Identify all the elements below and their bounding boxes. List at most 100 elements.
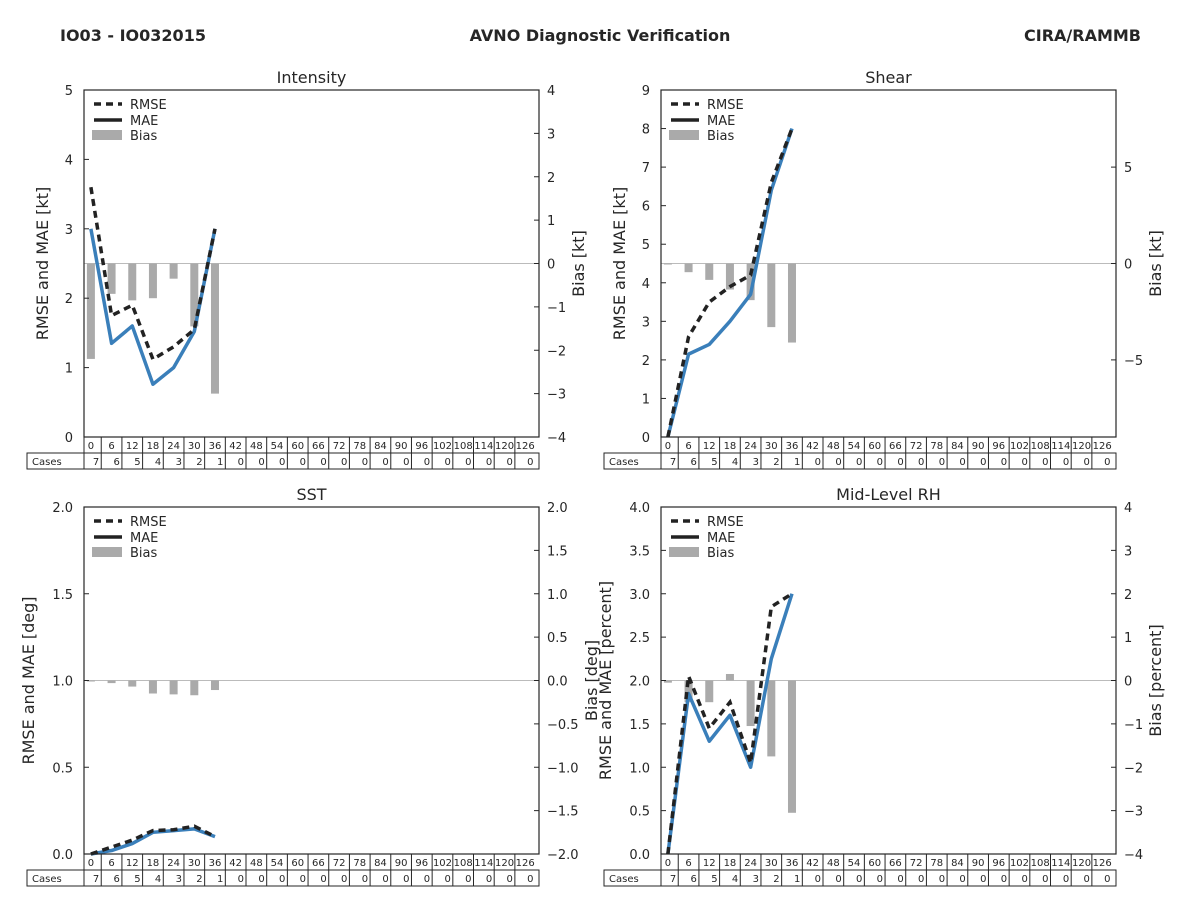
cases-value: 0	[1083, 457, 1089, 468]
cases-value: 0	[279, 874, 285, 885]
y-tick-label: 0	[642, 431, 650, 446]
cases-value: 0	[939, 874, 945, 885]
cases-value: 6	[691, 874, 697, 885]
bias-bar	[684, 263, 693, 273]
tau-label: 6	[108, 441, 114, 452]
tau-label: 84	[374, 441, 387, 452]
legend-mae-label: MAE	[707, 531, 735, 546]
legend-bias-swatch	[92, 130, 122, 140]
table-cases-row	[603, 869, 1117, 887]
cases-value: 4	[155, 457, 161, 468]
cases-value: 6	[691, 457, 697, 468]
panel-title: SST	[296, 485, 326, 504]
cases-value: 5	[134, 874, 140, 885]
y-tick-label: 7	[642, 161, 650, 176]
cases-value: 0	[444, 457, 450, 468]
cases-value: 4	[732, 457, 738, 468]
cases-value: 3	[753, 457, 759, 468]
cases-value: 2	[196, 457, 202, 468]
y2-tick-label: 2	[1124, 588, 1132, 603]
tau-label: 96	[415, 858, 428, 869]
tau-label: 120	[1072, 858, 1091, 869]
cases-value: 0	[300, 874, 306, 885]
y-axis-label: RMSE and MAE [kt]	[33, 187, 52, 340]
tau-label: 54	[848, 441, 861, 452]
header-left: IO03 - IO032015	[60, 26, 206, 45]
y-tick-label: 5	[65, 84, 73, 99]
bias-bar	[725, 673, 734, 681]
legend-bias-swatch	[669, 547, 699, 557]
tau-label: 42	[806, 858, 819, 869]
bias-bar	[86, 263, 95, 359]
tau-label: 12	[126, 858, 139, 869]
tau-label: 12	[703, 858, 716, 869]
y2-axis-label: Bias [deg]	[582, 640, 601, 721]
cases-value: 0	[1104, 874, 1110, 885]
y-tick-label: 1.0	[629, 761, 650, 776]
mae-line	[90, 827, 216, 856]
y-tick-label: 0	[65, 431, 73, 446]
panel-title: Mid-Level RH	[836, 485, 941, 504]
cases-value: 0	[341, 457, 347, 468]
cases-value: 0	[424, 457, 430, 468]
cases-value: 0	[1104, 457, 1110, 468]
cases-value: 0	[320, 874, 326, 885]
table-cases-row	[26, 452, 540, 470]
y-tick-label: 2	[65, 292, 73, 307]
cases-value: 0	[897, 874, 903, 885]
cases-value: 0	[1083, 874, 1089, 885]
cases-value: 0	[1063, 874, 1069, 885]
cases-value: 0	[320, 457, 326, 468]
tau-label: 66	[312, 858, 325, 869]
y-tick-label: 2.5	[629, 631, 650, 646]
tau-label: 0	[88, 441, 94, 452]
legend-mae-label: MAE	[130, 531, 158, 546]
cases-value: 0	[835, 874, 841, 885]
tau-label: 36	[209, 858, 222, 869]
tau-label: 42	[229, 441, 242, 452]
bias-bar	[148, 680, 157, 694]
legend-bias-label: Bias	[707, 129, 734, 144]
cases-value: 0	[959, 457, 965, 468]
bias-bar	[663, 680, 672, 683]
bias-bar	[746, 263, 755, 301]
mae-line	[666, 593, 794, 855]
tau-label: 96	[992, 858, 1005, 869]
y-axis-label: RMSE and MAE [deg]	[19, 596, 38, 764]
tau-label: 12	[126, 441, 139, 452]
y2-tick-label: 2	[547, 171, 555, 186]
y2-tick-label: −1	[1124, 718, 1143, 733]
y-tick-label: 0.0	[52, 848, 73, 863]
cases-value: 0	[1063, 457, 1069, 468]
panel-title: Shear	[865, 68, 912, 87]
y-tick-label: 3.0	[629, 588, 650, 603]
rmse-line	[666, 127, 794, 438]
cases-value: 0	[403, 457, 409, 468]
tau-label: 54	[271, 441, 284, 452]
tau-label: 18	[724, 441, 737, 452]
y2-tick-label: −3	[1124, 805, 1143, 820]
tau-label: 18	[147, 441, 160, 452]
y2-tick-label: −5	[1124, 354, 1143, 369]
cases-value: 0	[856, 874, 862, 885]
cases-value: 0	[877, 457, 883, 468]
tau-label: 36	[786, 858, 799, 869]
cases-value: 0	[1001, 457, 1007, 468]
y-tick-label: 6	[642, 200, 650, 215]
tau-label: 90	[395, 858, 408, 869]
cases-table: 0766125184243302361420480540600660720780…	[26, 437, 540, 470]
cases-value: 4	[732, 874, 738, 885]
cases-value: 0	[382, 874, 388, 885]
tau-label: 120	[495, 441, 514, 452]
tau-label: 36	[209, 441, 222, 452]
y-tick-label: 1.5	[52, 588, 73, 603]
cases-value: 0	[980, 874, 986, 885]
tau-label: 48	[250, 858, 263, 869]
y2-axis-label: Bias [kt]	[1146, 230, 1165, 297]
cases-value: 0	[279, 457, 285, 468]
tau-label: 42	[806, 441, 819, 452]
tau-label: 102	[1010, 441, 1029, 452]
bias-bar	[210, 263, 219, 394]
